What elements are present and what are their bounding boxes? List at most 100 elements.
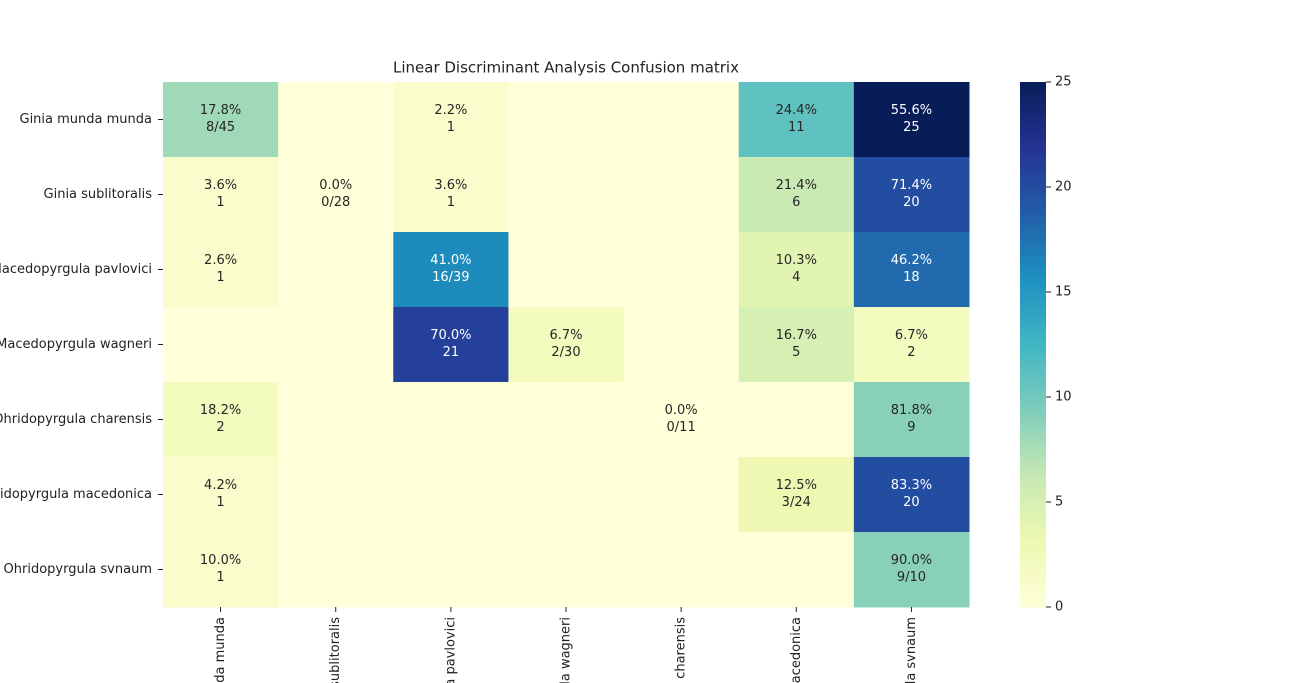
heatmap-cell	[853, 382, 970, 458]
heatmap-cell	[623, 457, 740, 533]
colorbar-segment	[1020, 381, 1046, 388]
cell-annotation: 25	[903, 120, 920, 135]
cell-annotation: 9	[907, 420, 915, 435]
colorbar-tick-label: 25	[1055, 75, 1072, 90]
colorbar-segment	[1020, 334, 1046, 340]
cell-annotation: 12.5%	[776, 478, 817, 493]
heatmap-cell	[278, 82, 394, 158]
colorbar-segment	[1020, 213, 1046, 220]
heatmap-cell	[393, 232, 509, 308]
cell-annotation: 10.3%	[776, 253, 817, 268]
colorbar-segment	[1020, 439, 1046, 445]
colorbar-segment	[1020, 202, 1046, 209]
colorbar-segment	[1020, 171, 1046, 178]
heatmap-cell	[508, 382, 625, 458]
colorbar-segment	[1020, 586, 1046, 592]
heatmap-cell	[278, 232, 394, 308]
colorbar-segment	[1020, 365, 1046, 372]
heatmap-cell	[163, 232, 279, 308]
x-tick-label: Ohridopyrgula svnaum	[904, 617, 919, 683]
colorbar-segment	[1020, 139, 1046, 146]
colorbar-segment	[1020, 465, 1046, 472]
colorbar-segment	[1020, 302, 1046, 309]
colorbar-segment	[1020, 234, 1046, 241]
x-tick-label: Ginia sublitoralis	[328, 617, 343, 683]
x-tick-label: Ohridopyrgula macedonica	[789, 617, 804, 683]
heatmap-cell	[163, 382, 279, 458]
colorbar-segment	[1020, 402, 1046, 409]
colorbar-segment	[1020, 423, 1046, 430]
cell-annotation: 70.0%	[430, 328, 471, 343]
heatmap-cell	[853, 307, 970, 383]
heatmap-cell	[508, 157, 625, 233]
cell-annotation: 71.4%	[891, 178, 932, 193]
cell-annotation: 0.0%	[665, 403, 698, 418]
heatmap-cell	[508, 232, 625, 308]
heatmap-cell	[278, 382, 394, 458]
colorbar-segment	[1020, 281, 1046, 288]
y-tick-label: Ohridopyrgula macedonica	[0, 487, 152, 502]
colorbar-segment	[1020, 318, 1046, 325]
colorbar-segment	[1020, 538, 1046, 545]
colorbar-segment	[1020, 544, 1046, 550]
heatmap-cell	[623, 82, 740, 158]
cell-annotation: 20	[903, 495, 920, 510]
cell-annotation: 81.8%	[891, 403, 932, 418]
cell-annotation: 2	[216, 420, 224, 435]
y-tick-label: Ginia munda munda	[20, 112, 153, 127]
colorbar-segment	[1020, 176, 1046, 183]
cell-annotation: 0/28	[321, 195, 350, 210]
cell-annotation: 16.7%	[776, 328, 817, 343]
colorbar-segment	[1020, 192, 1046, 199]
colorbar-segment	[1020, 250, 1046, 256]
colorbar-segment	[1020, 160, 1046, 167]
cell-annotation: 4	[792, 270, 800, 285]
colorbar-segment	[1020, 113, 1046, 120]
heatmap-cell	[278, 457, 394, 533]
colorbar-segment	[1020, 596, 1046, 603]
colorbar-segment	[1020, 339, 1046, 346]
colorbar-segment	[1020, 433, 1046, 440]
colorbar-segment	[1020, 523, 1046, 529]
cell-annotation: 6.7%	[895, 328, 928, 343]
colorbar-segment	[1020, 370, 1046, 377]
heatmap-cell	[623, 307, 740, 383]
cell-annotation: 18	[903, 270, 920, 285]
cell-annotation: 41.0%	[430, 253, 471, 268]
colorbar-segment	[1020, 124, 1046, 130]
cell-annotation: 17.8%	[200, 103, 241, 118]
colorbar-segment	[1020, 129, 1046, 136]
colorbar-segment	[1020, 355, 1046, 361]
cell-annotation: 2	[907, 345, 915, 360]
y-tick-label: Macedopyrgula pavlovici	[0, 262, 152, 277]
colorbar-segment	[1020, 244, 1046, 251]
heatmap-cell	[738, 82, 855, 158]
colorbar-segment	[1020, 181, 1046, 188]
heatmap-cell	[738, 232, 855, 308]
colorbar-segment	[1020, 565, 1046, 571]
colorbar-segment	[1020, 570, 1046, 577]
colorbar-tick-label: 20	[1055, 180, 1072, 195]
heatmap-cell	[278, 532, 394, 608]
colorbar-segment	[1020, 486, 1046, 493]
heatmap-cell	[738, 457, 855, 533]
colorbar-segment	[1020, 418, 1046, 424]
colorbar-segment	[1020, 344, 1046, 351]
cell-annotation: 21.4%	[776, 178, 817, 193]
heatmap-cell	[393, 532, 509, 608]
colorbar-segment	[1020, 481, 1046, 487]
colorbar-segment	[1020, 286, 1046, 293]
colorbar-segment	[1020, 554, 1046, 561]
cell-annotation: 90.0%	[891, 553, 932, 568]
chart-title: Linear Discriminant Analysis Confusion m…	[393, 59, 739, 77]
colorbar-segment	[1020, 549, 1046, 556]
cell-annotation: 1	[447, 120, 455, 135]
colorbar-segment	[1020, 166, 1046, 172]
colorbar-segment	[1020, 92, 1046, 99]
heatmap-cell	[738, 307, 855, 383]
heatmap-cell	[163, 157, 279, 233]
colorbar-segment	[1020, 292, 1046, 298]
cell-annotation: 8/45	[206, 120, 235, 135]
colorbar-segment	[1020, 197, 1046, 204]
colorbar-segment	[1020, 512, 1046, 519]
